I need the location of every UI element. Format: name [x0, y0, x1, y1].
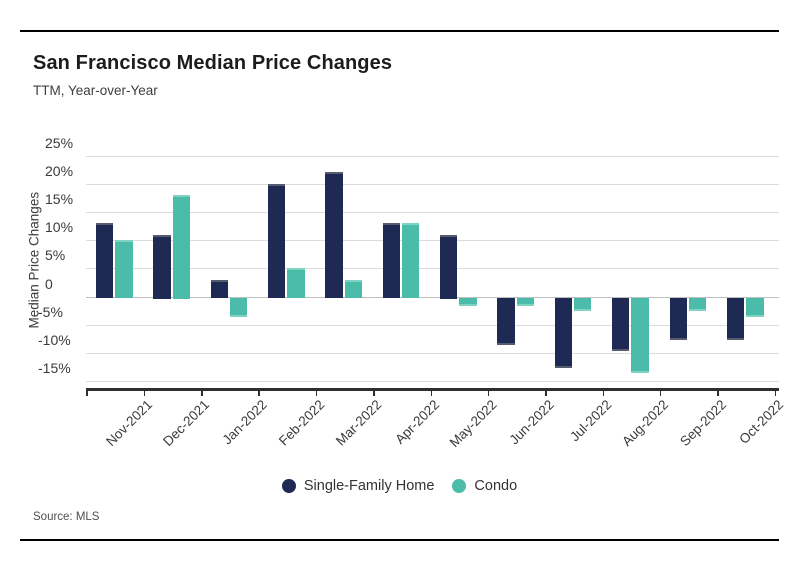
x-axis-tick: [201, 390, 203, 396]
x-axis-label: Mar-2022: [333, 397, 385, 449]
bar: [669, 298, 687, 340]
bottom-border-line: [20, 539, 779, 541]
bar: [746, 298, 764, 317]
x-axis-label: Oct-2022: [736, 397, 787, 447]
y-tick-label: 5%: [45, 247, 66, 264]
top-border-line: [20, 30, 779, 32]
bar: [210, 279, 228, 299]
y-tick-label: 25%: [45, 134, 74, 151]
x-axis-label: Nov-2021: [103, 397, 156, 450]
y-tick-label: 15%: [45, 190, 74, 207]
x-axis-tick: [774, 390, 777, 396]
bar: [115, 240, 133, 299]
x-axis-tick: [315, 390, 318, 396]
x-axis-tick: [545, 390, 547, 396]
gridline: [86, 268, 779, 270]
chart-title: San Francisco Median Price Changes: [33, 52, 393, 74]
bar: [554, 298, 573, 368]
legend-item-condo: Condo: [452, 478, 517, 494]
y-tick-label: 20%: [45, 162, 74, 179]
bar: [402, 223, 420, 299]
bar: [726, 298, 745, 340]
legend-item-single-family-home: Single-Family Home: [281, 478, 435, 494]
bar: [631, 298, 649, 374]
bar: [287, 268, 305, 299]
x-axis-tick: [143, 390, 146, 396]
y-tick-label: -5%: [38, 303, 63, 320]
x-axis-label: Jul-2022: [566, 397, 615, 445]
gridline: [86, 352, 779, 354]
bar: [612, 298, 630, 351]
x-axis-label: Jan-2022: [219, 397, 271, 448]
gridline: [86, 381, 779, 383]
x-axis-tick: [602, 390, 604, 396]
gridline: [86, 240, 779, 242]
bar: [325, 172, 343, 299]
x-axis-tick: [659, 390, 662, 396]
gridline: [86, 183, 779, 185]
bar: [382, 223, 401, 299]
x-axis-label: Dec-2021: [160, 397, 213, 450]
bar: [516, 298, 535, 306]
x-axis-line: [86, 388, 779, 391]
chart-subtitle: TTM, Year-over-Year: [33, 83, 158, 98]
x-axis-tick: [430, 390, 432, 396]
y-tick-label: -10%: [38, 331, 71, 348]
bar: [229, 298, 248, 317]
x-axis-tick: [258, 390, 260, 396]
zero-line: [86, 296, 779, 298]
x-axis-tick: [717, 390, 719, 396]
x-axis-label: Jun-2022: [506, 397, 557, 448]
x-axis-label: May-2022: [446, 397, 500, 451]
bar: [688, 298, 707, 312]
y-tick-label: 0: [45, 275, 53, 292]
bar: [268, 183, 286, 299]
y-tick-label: -15%: [38, 360, 71, 377]
gridline: [86, 155, 779, 157]
bar: [344, 279, 362, 299]
x-axis-tick: [86, 390, 88, 396]
bar: [95, 223, 114, 299]
bar: [459, 298, 477, 306]
source-note: Source: MLS: [33, 511, 100, 523]
x-axis-tick: [487, 390, 490, 396]
bar: [153, 234, 171, 299]
legend-dot-condo: [452, 479, 467, 493]
legend-label: Condo: [474, 478, 518, 494]
bar: [440, 234, 458, 299]
x-axis-label: Feb-2022: [275, 397, 328, 449]
legend-dot-single-family-home: [281, 479, 296, 493]
legend-label: Single-Family Home: [303, 478, 435, 494]
x-axis-tick: [373, 390, 375, 396]
bar: [172, 195, 190, 299]
bar: [497, 298, 515, 346]
x-axis-label: Apr-2022: [392, 397, 443, 447]
x-axis-label: Aug-2022: [619, 397, 672, 450]
bar: [574, 298, 592, 312]
legend: Single-Family Home Condo: [0, 478, 799, 494]
gridline: [86, 324, 779, 326]
gridline: [86, 211, 779, 213]
x-axis-label: Sep-2022: [676, 397, 729, 450]
y-tick-label: 10%: [45, 219, 74, 236]
